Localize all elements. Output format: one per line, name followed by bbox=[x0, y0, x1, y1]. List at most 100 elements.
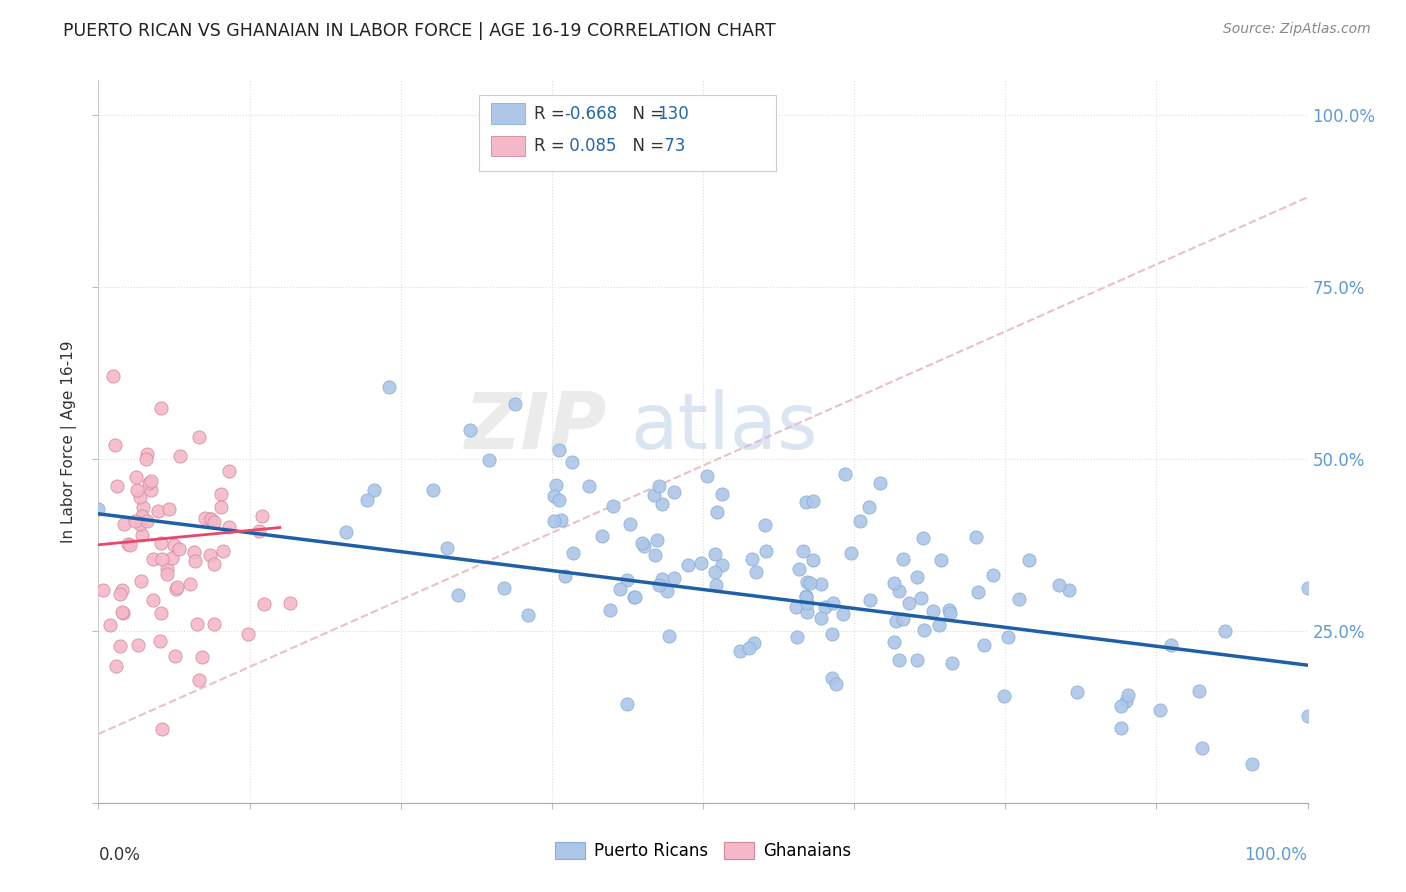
Point bbox=[166, 580, 188, 594]
FancyBboxPatch shape bbox=[479, 95, 776, 170]
Point bbox=[447, 588, 470, 602]
Point bbox=[458, 423, 481, 437]
Point bbox=[801, 494, 824, 508]
Point bbox=[591, 529, 613, 543]
Point bbox=[787, 562, 810, 576]
Point bbox=[186, 617, 208, 632]
Point bbox=[517, 608, 540, 623]
Point bbox=[253, 597, 276, 611]
Point bbox=[796, 596, 818, 610]
Point bbox=[658, 629, 681, 643]
Point bbox=[218, 519, 240, 533]
Point bbox=[108, 639, 131, 653]
Point bbox=[785, 600, 807, 615]
Point bbox=[149, 607, 172, 621]
Point bbox=[135, 452, 157, 467]
Point bbox=[135, 447, 157, 461]
Point bbox=[905, 653, 928, 667]
Point bbox=[111, 606, 134, 620]
Point bbox=[997, 630, 1019, 644]
Point bbox=[938, 602, 960, 616]
Point bbox=[744, 565, 766, 579]
Point bbox=[1191, 740, 1213, 755]
Text: -0.668: -0.668 bbox=[564, 104, 617, 122]
Point bbox=[1018, 553, 1040, 567]
Point bbox=[821, 671, 844, 685]
Point bbox=[711, 486, 734, 500]
Point bbox=[834, 467, 856, 482]
Point bbox=[967, 584, 990, 599]
Point bbox=[187, 673, 209, 687]
Point bbox=[157, 502, 180, 516]
Text: R =: R = bbox=[534, 137, 569, 155]
Point bbox=[912, 624, 935, 638]
Point bbox=[562, 546, 585, 560]
Point bbox=[883, 576, 905, 591]
Point bbox=[965, 530, 987, 544]
Point bbox=[645, 533, 668, 548]
Point bbox=[236, 627, 259, 641]
Point bbox=[110, 605, 132, 619]
Point bbox=[202, 617, 225, 632]
Point bbox=[1296, 709, 1319, 723]
Point bbox=[1047, 577, 1070, 591]
Point bbox=[422, 483, 444, 497]
Point bbox=[190, 650, 212, 665]
Point bbox=[792, 543, 814, 558]
Point bbox=[149, 401, 172, 415]
Point bbox=[703, 565, 725, 579]
Point bbox=[1057, 582, 1080, 597]
Point bbox=[1213, 624, 1236, 639]
Point bbox=[1066, 685, 1088, 699]
Point bbox=[884, 614, 907, 628]
Point bbox=[363, 483, 385, 497]
Point bbox=[150, 722, 173, 736]
Point bbox=[993, 690, 1015, 704]
Point bbox=[609, 582, 631, 596]
Point bbox=[1188, 684, 1211, 698]
Bar bbox=[492, 103, 526, 124]
Point bbox=[125, 470, 148, 484]
Text: N =: N = bbox=[621, 104, 669, 122]
Point bbox=[247, 524, 270, 539]
Point bbox=[142, 552, 165, 566]
Point bbox=[198, 512, 221, 526]
Point bbox=[117, 537, 139, 551]
Point bbox=[624, 591, 647, 605]
Point bbox=[163, 538, 186, 552]
Point bbox=[651, 497, 673, 511]
Point bbox=[648, 479, 671, 493]
Point bbox=[101, 369, 124, 384]
Point bbox=[550, 513, 572, 527]
Point bbox=[939, 606, 962, 620]
Point bbox=[623, 590, 645, 604]
Point bbox=[105, 479, 128, 493]
Point bbox=[839, 546, 862, 560]
Text: R =: R = bbox=[534, 104, 569, 122]
Y-axis label: In Labor Force | Age 16-19: In Labor Force | Age 16-19 bbox=[60, 340, 77, 543]
Point bbox=[929, 553, 952, 567]
Point bbox=[160, 551, 183, 566]
Point bbox=[911, 531, 934, 545]
Point bbox=[165, 582, 187, 597]
Point bbox=[1109, 699, 1132, 714]
Point bbox=[706, 505, 728, 519]
Point bbox=[616, 574, 638, 588]
Point bbox=[156, 562, 179, 576]
Point bbox=[105, 658, 128, 673]
Point bbox=[578, 479, 600, 493]
Point bbox=[981, 568, 1004, 582]
Point bbox=[810, 610, 832, 624]
Point bbox=[129, 516, 152, 531]
Point bbox=[1241, 756, 1264, 771]
Point bbox=[378, 379, 401, 393]
Text: 0.085: 0.085 bbox=[564, 137, 616, 155]
Point bbox=[905, 570, 928, 584]
Point bbox=[209, 500, 232, 514]
Point bbox=[651, 572, 673, 586]
Point bbox=[129, 574, 152, 588]
Point bbox=[711, 558, 734, 573]
Point bbox=[548, 443, 571, 458]
Point bbox=[132, 500, 155, 515]
Point bbox=[202, 516, 225, 530]
